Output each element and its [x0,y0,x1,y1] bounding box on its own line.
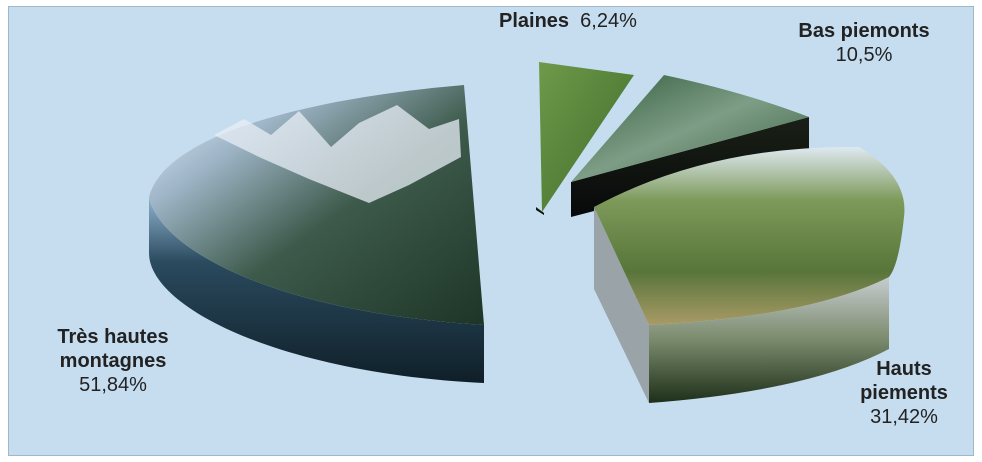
slice-side-hauts-piements [594,207,649,403]
pie-chart [149,62,905,403]
label-bas-piemonts-name: Bas piemonts [798,20,930,42]
label-hauts-piements-line1: Hauts [876,358,932,380]
slice-plaines [539,62,634,212]
label-hauts-piements-line2: piements [860,382,948,404]
label-bas-piemonts: Bas piemonts 10,5% [769,19,959,67]
label-tres-hautes-montagnes-percent: 51,84% [79,374,147,396]
label-tres-hautes-montagnes-line1: Très hautes [57,326,169,348]
slice-hauts-piements [594,146,905,325]
slice-bas-piemonts [571,75,809,182]
label-plaines-percent: 6,24% [580,10,637,32]
slice-side-tres-hautes-montagnes [149,197,484,383]
label-plaines: Plaines 6,24% [499,9,637,33]
label-bas-piemonts-percent: 10,5% [835,44,893,66]
label-tres-hautes-montagnes-line2: montagnes [59,350,167,372]
label-hauts-piements-percent: 31,42% [870,406,938,428]
label-hauts-piements: Hauts piements 31,42% [839,357,969,429]
chart-area: Plaines 6,24% Bas piemonts 10,5% Hauts p… [8,6,974,456]
slice-front-hauts-piements [649,277,889,403]
label-plaines-name: Plaines [499,10,570,32]
label-tres-hautes-montagnes: Très hautes montagnes 51,84% [23,325,203,397]
snow-peaks-decoration [214,105,461,203]
slice-side-plaines [536,207,544,215]
